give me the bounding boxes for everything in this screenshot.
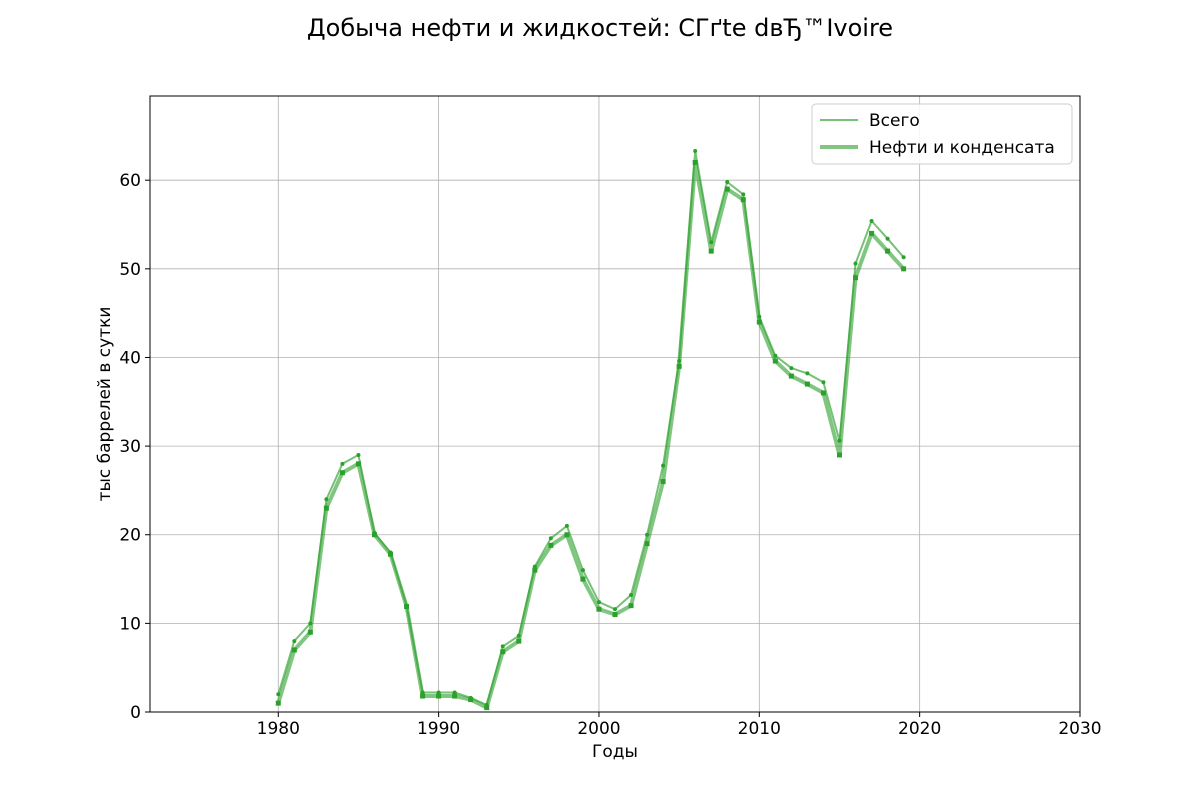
data-point-total [436,690,441,695]
data-point-total [693,148,698,153]
legend-box [811,103,1073,165]
data-point-oil-condensate [788,373,794,379]
data-point-oil-condensate [676,363,682,369]
data-point-oil-condensate [307,629,313,635]
data-point-oil-condensate [596,606,602,612]
legend-label-total: Всего [869,111,920,131]
x-tick-label: 1990 [417,719,460,739]
data-point-oil-condensate [853,275,859,281]
data-point-oil-condensate [660,479,666,485]
data-point-oil-condensate [869,230,875,236]
data-point-total [500,644,505,649]
data-point-oil-condensate [885,248,891,254]
legend-label-oil: Нефти и конденсата [869,138,1055,158]
y-tick-label: 50 [119,260,141,280]
data-point-oil-condensate [836,452,842,458]
series-line-total [277,150,905,706]
data-point-oil-condensate [708,248,714,254]
data-point-oil-condensate [516,638,522,644]
chart-title: Добыча нефти и жидкостей: CГґte dвЂ™Ivoi… [307,14,893,42]
data-point-total [356,452,361,457]
x-tick-label: 2020 [898,719,941,739]
data-point-oil-condensate [404,604,410,610]
plot-frame [149,95,1081,713]
data-point-oil-condensate [468,697,474,703]
y-tick-label: 10 [119,614,141,634]
data-point-oil-condensate [804,381,810,387]
data-point-total [789,366,794,371]
data-point-oil-condensate [484,705,490,711]
y-tick-label: 0 [130,703,141,723]
data-point-total [821,380,826,385]
data-point-oil-condensate [355,461,361,467]
data-point-oil-condensate [500,649,506,655]
data-point-oil-condensate [388,551,394,557]
data-point-total [452,690,457,695]
y-tick-label: 30 [119,437,141,457]
x-tick-label: 1980 [257,719,300,739]
data-point-oil-condensate [420,693,426,699]
data-point-oil-condensate [644,541,650,547]
data-point-total [725,179,730,184]
data-point-oil-condensate [740,197,746,203]
data-point-total [292,639,297,644]
data-point-oil-condensate [436,693,442,699]
x-tick-label: 2010 [738,719,781,739]
data-point-total [324,497,329,502]
data-point-total [901,255,906,260]
data-point-total [340,461,345,466]
data-point-oil-condensate [756,319,762,325]
data-point-oil-condensate [532,567,538,573]
x-tick-label: 2030 [1058,719,1101,739]
data-point-oil-condensate [628,603,634,609]
data-point-oil-condensate [548,542,554,548]
data-point-oil-condensate [612,612,618,618]
data-point-oil-condensate [564,532,570,538]
legend: Всего Нефти и конденсата [811,103,1073,165]
data-point-total [853,261,858,266]
data-point-oil-condensate [339,470,345,476]
data-point-oil-condensate [371,532,377,538]
data-point-total [564,523,569,528]
y-tick-label: 60 [119,171,141,191]
data-point-oil-condensate [772,358,778,364]
data-point-total [741,192,746,197]
data-point-oil-condensate [275,700,281,706]
series-line-oil-condensate [276,160,906,710]
grid [150,96,1081,713]
data-point-total [613,607,617,612]
x-tick-label: 2000 [577,719,620,739]
y-axis-label: тыс баррелей в сутки [95,307,115,502]
data-point-total [805,371,810,376]
data-point-oil-condensate [323,505,329,511]
data-point-oil-condensate [724,186,730,192]
data-point-oil-condensate [291,647,297,653]
data-point-oil-condensate [452,693,458,699]
data-point-oil-condensate [580,576,586,582]
data-point-oil-condensate [692,159,698,165]
data-point-oil-condensate [820,390,826,396]
y-tick-label: 20 [119,526,141,546]
y-tick-label: 40 [119,348,141,368]
data-point-total [548,536,553,541]
data-point-total [869,218,874,223]
data-point-total [885,236,890,241]
data-point-oil-condensate [901,266,907,272]
series-group [275,148,907,711]
x-axis-label: Годы [592,742,638,762]
